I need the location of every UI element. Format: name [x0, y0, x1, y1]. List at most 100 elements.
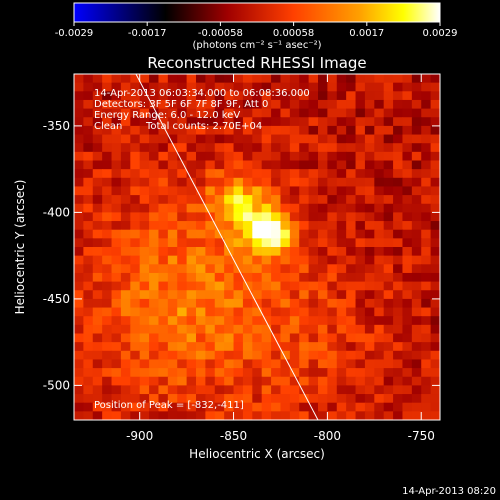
heatmap-cell [346, 368, 357, 378]
heatmap-cell [308, 247, 319, 257]
heatmap-cell [252, 402, 263, 412]
heatmap-cell [261, 99, 272, 110]
heatmap-cell [308, 272, 319, 283]
heatmap-cell [167, 316, 178, 326]
heatmap-cell [280, 82, 291, 92]
heatmap-cell [177, 91, 188, 101]
heatmap-cell [120, 125, 131, 136]
heatmap-cell [214, 307, 225, 317]
heatmap-cell [411, 177, 422, 188]
heatmap-cell [289, 281, 300, 291]
heatmap-cell [383, 255, 394, 265]
heatmap-cell [308, 160, 319, 170]
heatmap-cell [74, 160, 84, 170]
heatmap-cell [261, 177, 272, 188]
heatmap-cell [158, 117, 169, 127]
heatmap-cell [327, 221, 338, 231]
heatmap-cell [130, 272, 141, 283]
heatmap-cell [430, 385, 440, 395]
heatmap-cell [224, 74, 235, 84]
heatmap-cell [299, 298, 310, 309]
heatmap-cell [374, 221, 385, 231]
heatmap-cell [83, 307, 94, 317]
heatmap-cell [167, 99, 178, 110]
heatmap-cell [383, 99, 394, 110]
heatmap-cell [130, 108, 141, 118]
heatmap-cell [177, 195, 188, 205]
heatmap-cell [374, 264, 385, 274]
heatmap-cell [205, 402, 216, 412]
heatmap-cell [421, 255, 432, 265]
heatmap-cell [242, 385, 253, 395]
heatmap-cell [252, 143, 263, 153]
heatmap-cell [158, 203, 169, 213]
heatmap-cell [102, 307, 113, 317]
heatmap-cell [402, 82, 413, 92]
heatmap-cell [393, 316, 404, 326]
heatmap-cell [224, 264, 235, 274]
annotation-energy-range: Energy Range: 6.0 - 12.0 keV [94, 110, 240, 121]
heatmap-cell [261, 74, 272, 84]
heatmap-cell [346, 342, 357, 352]
heatmap-cell [130, 143, 141, 153]
heatmap-cell [318, 385, 328, 395]
heatmap-cell [139, 368, 150, 378]
heatmap-cell [308, 359, 319, 369]
heatmap-cell [299, 125, 310, 136]
heatmap-cell [308, 99, 319, 110]
heatmap-cell [327, 203, 338, 213]
heatmap-cell [402, 238, 413, 248]
heatmap-cell [393, 143, 404, 153]
heatmap-cell [177, 169, 188, 179]
heatmap-cell [383, 333, 394, 343]
heatmap-cell [130, 186, 141, 196]
heatmap-cell [102, 359, 113, 369]
heatmap-cell [374, 281, 385, 291]
heatmap-cell [430, 151, 440, 162]
heatmap-cell [214, 255, 225, 265]
heatmap-cell [149, 359, 160, 369]
heatmap-cell [289, 212, 300, 222]
heatmap-cell [336, 307, 347, 317]
heatmap-cell [289, 255, 300, 265]
heatmap-cell [167, 143, 178, 153]
heatmap-cell [205, 411, 216, 420]
heatmap-cell [252, 247, 263, 257]
heatmap-cell [318, 394, 328, 404]
heatmap-cell [355, 221, 366, 231]
heatmap-cell [158, 376, 169, 386]
heatmap-cell [214, 143, 225, 153]
heatmap-cell [261, 143, 272, 153]
heatmap-cell [242, 151, 253, 162]
heatmap-cell [158, 143, 169, 153]
heatmap-cell [411, 411, 422, 420]
heatmap-cell [158, 108, 169, 118]
heatmap-cell [92, 212, 103, 222]
heatmap-cell [83, 238, 94, 248]
heatmap-cell [74, 411, 84, 420]
heatmap-cell [374, 91, 385, 101]
heatmap-cell [83, 316, 94, 326]
heatmap-cell [261, 368, 272, 378]
heatmap-cell [102, 91, 113, 101]
heatmap-cell [149, 143, 160, 153]
heatmap-cell [186, 91, 197, 101]
heatmap-cell [261, 298, 272, 309]
heatmap-cell [336, 99, 347, 110]
heatmap-cell [233, 82, 244, 92]
heatmap-cell [74, 359, 84, 369]
heatmap-cell [374, 298, 385, 309]
heatmap-cell [299, 272, 310, 283]
heatmap-cell [92, 108, 103, 118]
heatmap-cell [177, 342, 188, 352]
heatmap-cell [271, 342, 282, 352]
heatmap-cell [374, 359, 385, 369]
heatmap-cell [102, 82, 113, 92]
heatmap-cell [411, 402, 422, 412]
heatmap-cell [149, 82, 160, 92]
heatmap-cell [393, 307, 404, 317]
heatmap-cell [83, 212, 94, 222]
heatmap-cell [214, 91, 225, 101]
heatmap-cell [289, 359, 300, 369]
heatmap-cell [233, 151, 244, 162]
